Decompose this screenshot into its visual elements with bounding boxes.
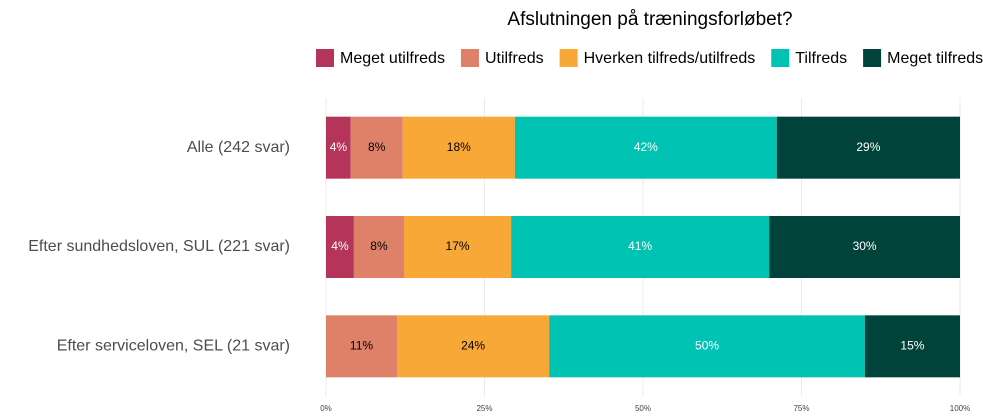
bar-segment bbox=[511, 216, 770, 278]
bar-segment bbox=[864, 315, 960, 378]
bar-segment bbox=[326, 116, 351, 179]
x-tick-label: 100% bbox=[950, 404, 970, 413]
legend-swatch bbox=[559, 49, 578, 67]
data-label: 24% bbox=[461, 339, 485, 353]
x-tick-label: 25% bbox=[476, 404, 492, 413]
bar-segment bbox=[514, 116, 777, 179]
bar-segment bbox=[776, 116, 960, 179]
legend-label: Hverken tilfreds/utilfreds bbox=[584, 50, 756, 67]
data-label: 42% bbox=[634, 140, 658, 154]
data-label: 4% bbox=[331, 239, 349, 253]
legend-label: Utilfreds bbox=[485, 50, 544, 67]
legend-label: Meget tilfreds bbox=[887, 50, 983, 67]
data-label: 15% bbox=[900, 339, 924, 353]
bar-segment bbox=[402, 116, 515, 179]
bar-segment bbox=[403, 216, 512, 278]
bar-segment bbox=[397, 315, 550, 378]
data-label: 29% bbox=[856, 140, 880, 154]
data-label: 8% bbox=[368, 140, 386, 154]
x-tick-label: 75% bbox=[793, 404, 809, 413]
legend-label: Tilfreds bbox=[795, 50, 847, 67]
data-label: 18% bbox=[447, 140, 471, 154]
legend-swatch bbox=[863, 49, 882, 67]
y-tick-label: Efter sundhedsloven, SUL (221 svar) bbox=[28, 238, 290, 255]
legend-swatch bbox=[460, 49, 479, 67]
bar-segment bbox=[326, 315, 398, 378]
y-tick-label: Alle (242 svar) bbox=[187, 139, 290, 156]
data-label: 17% bbox=[446, 239, 470, 253]
data-label: 41% bbox=[628, 239, 652, 253]
legend-label: Meget utilfreds bbox=[340, 50, 445, 67]
y-tick-label: Efter serviceloven, SEL (21 svar) bbox=[57, 338, 290, 355]
bar-segment bbox=[326, 216, 354, 278]
bar-segment bbox=[350, 116, 403, 179]
bar-segment bbox=[353, 216, 404, 278]
data-label: 8% bbox=[370, 239, 388, 253]
data-label: 11% bbox=[350, 339, 373, 353]
x-tick-label: 50% bbox=[635, 404, 651, 413]
legend-swatch bbox=[771, 49, 790, 67]
bar-segment bbox=[549, 315, 865, 378]
chart-title: Afslutningen på træningsforløbet? bbox=[507, 9, 792, 30]
legend-swatch bbox=[316, 49, 334, 67]
data-label: 50% bbox=[695, 339, 719, 353]
x-tick-label: 0% bbox=[320, 404, 332, 413]
data-label: 4% bbox=[330, 140, 348, 154]
bar-segment bbox=[769, 216, 960, 278]
data-label: 30% bbox=[853, 239, 877, 253]
